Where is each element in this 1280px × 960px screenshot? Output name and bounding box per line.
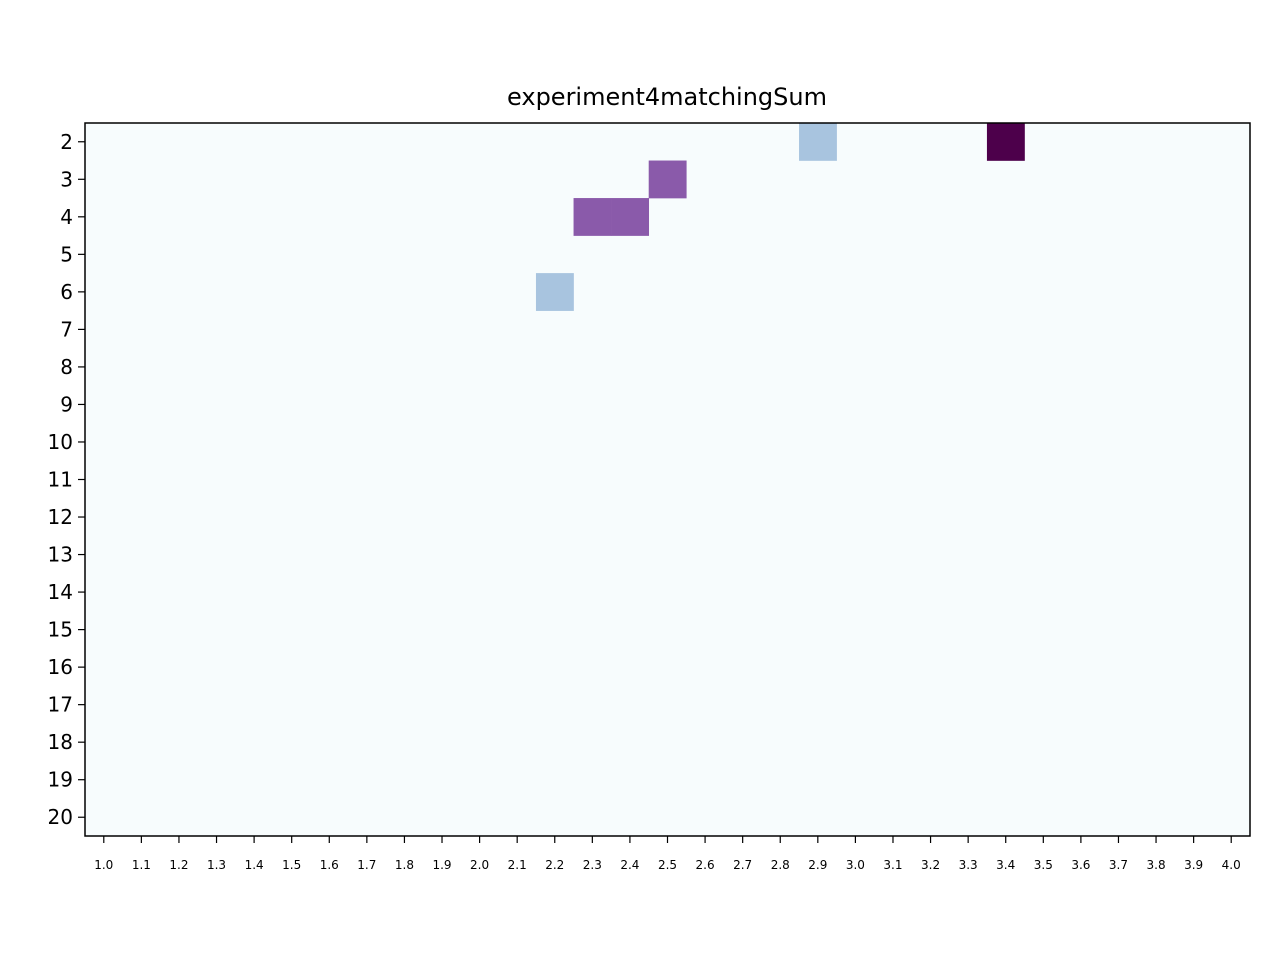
- x-tick-label: 2.9: [808, 858, 827, 872]
- x-tick-label: 1.3: [207, 858, 226, 872]
- heatmap-cell-2_3-4: [573, 198, 612, 236]
- x-tick-label: 2.4: [620, 858, 639, 872]
- x-tick-label: 2.2: [545, 858, 564, 872]
- x-tick-label: 1.0: [94, 858, 113, 872]
- y-tick-label: 11: [48, 468, 73, 492]
- x-tick-label: 2.7: [733, 858, 752, 872]
- x-tick-label: 2.0: [470, 858, 489, 872]
- y-tick-label: 5: [60, 242, 73, 266]
- y-tick-label: 6: [60, 280, 73, 304]
- heatmap-cell-3_4-2: [986, 123, 1025, 161]
- y-tick-label: 18: [48, 730, 73, 754]
- x-tick-label: 3.8: [1147, 858, 1166, 872]
- x-tick-label: 2.1: [508, 858, 527, 872]
- plot-background: [85, 123, 1250, 836]
- y-axis: 2 3 4 5 6 7 8 9 10 11 12 13 14 15 16 17 18 19 20: [48, 130, 85, 829]
- y-tick-label: 16: [48, 655, 73, 679]
- x-tick-label: 3.5: [1034, 858, 1053, 872]
- x-tick-label: 1.4: [245, 858, 264, 872]
- x-tick-label: 3.9: [1184, 858, 1203, 872]
- y-tick-label: 13: [48, 543, 73, 567]
- y-tick-label: 8: [60, 355, 73, 379]
- y-tick-label: 19: [48, 768, 73, 792]
- x-tick-label: 3.3: [959, 858, 978, 872]
- x-tick-label: 2.3: [583, 858, 602, 872]
- x-tick-label: 2.6: [696, 858, 715, 872]
- heatmap-cell-2_4-4: [611, 198, 650, 236]
- x-tick-label: 2.5: [658, 858, 677, 872]
- x-tick-label: 3.1: [883, 858, 902, 872]
- y-tick-label: 2: [60, 130, 73, 154]
- chart-title: experiment4matchingSum: [507, 83, 827, 111]
- x-tick-label: 1.8: [395, 858, 414, 872]
- x-axis: 1.0 1.1 1.2 1.3 1.4 1.5 1.6 1.7 1.8 1.9 2.0 2.1 2.2 2…: [94, 836, 1241, 872]
- x-tick-label: 2.8: [771, 858, 790, 872]
- heatmap-cell-2_5-3: [648, 160, 687, 199]
- x-tick-label: 3.0: [846, 858, 865, 872]
- y-tick-label: 4: [60, 205, 73, 229]
- y-tick-label: 20: [48, 805, 73, 829]
- x-tick-label: 1.5: [282, 858, 301, 872]
- x-tick-label: 3.7: [1109, 858, 1128, 872]
- x-tick-label: 3.4: [996, 858, 1015, 872]
- y-tick-label: 17: [48, 693, 73, 717]
- x-tick-label: 1.1: [132, 858, 151, 872]
- x-tick-label: 1.7: [357, 858, 376, 872]
- y-tick-label: 15: [48, 618, 73, 642]
- x-tick-label: 3.6: [1071, 858, 1090, 872]
- y-tick-label: 12: [48, 505, 73, 529]
- y-tick-label: 14: [48, 580, 73, 604]
- heatmap-cell-2_9-2: [799, 123, 837, 161]
- x-tick-label: 1.6: [320, 858, 339, 872]
- y-tick-label: 9: [60, 392, 73, 416]
- x-tick-label: 1.9: [432, 858, 451, 872]
- y-tick-label: 3: [60, 167, 73, 191]
- heatmap-cell-2_2-6: [535, 273, 574, 311]
- y-tick-label: 10: [48, 430, 73, 454]
- x-tick-label: 3.2: [921, 858, 940, 872]
- y-tick-label: 7: [60, 317, 73, 341]
- x-tick-label: 4.0: [1222, 858, 1241, 872]
- x-tick-label: 1.2: [169, 858, 188, 872]
- heatmap-cells: [535, 123, 1025, 311]
